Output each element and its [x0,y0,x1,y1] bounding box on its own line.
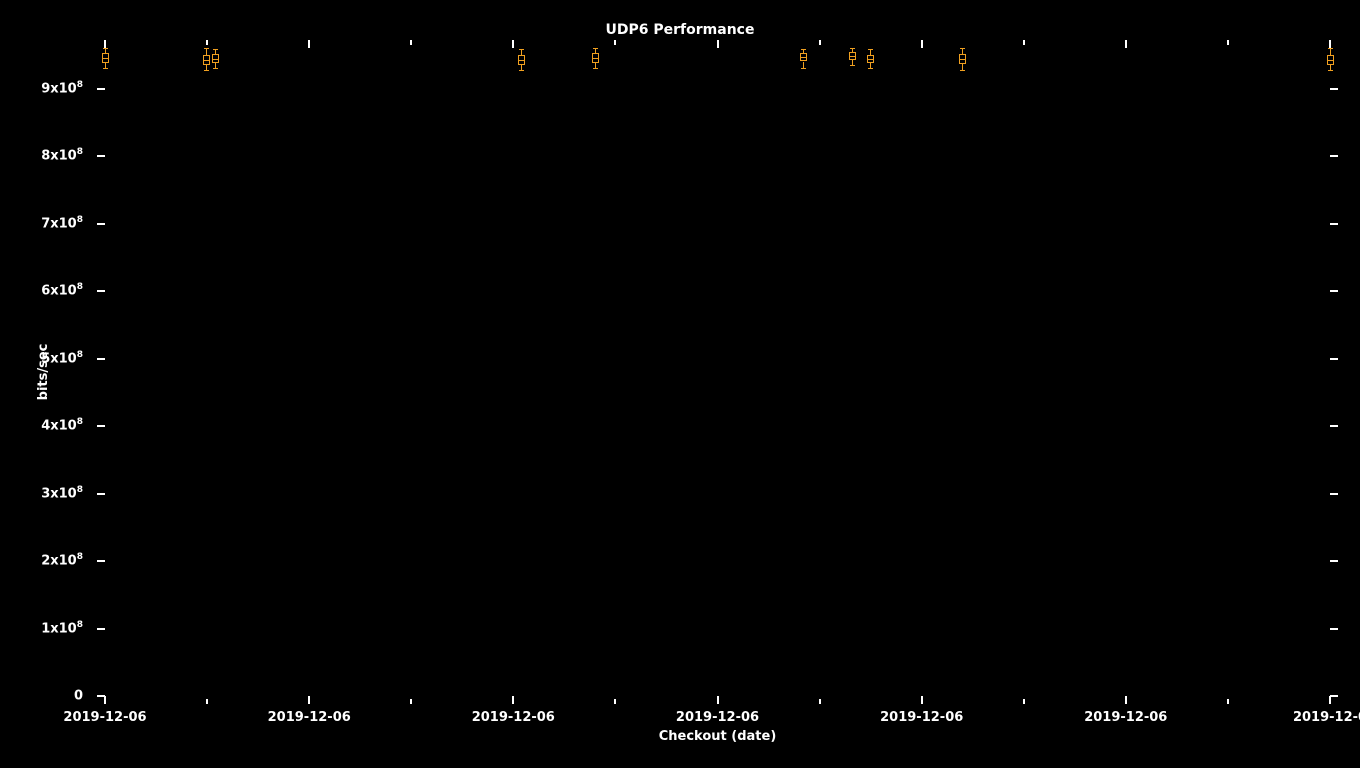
y-tick-mark [1330,628,1338,630]
udp6-performance-chart: UDP6 Performance bits/sec Checkout (date… [0,0,1360,768]
x-tick-mark [717,696,719,704]
x-tick-mark [104,40,106,48]
x-minor-tick-mark [614,699,616,704]
boxplot [595,48,596,696]
x-minor-tick-mark [206,40,208,45]
y-tick-label: 4x108 [41,419,83,434]
x-tick-label: 2019-12-06 [268,710,351,725]
x-tick-mark [104,696,106,704]
x-minor-tick-mark [1023,699,1025,704]
chart-title: UDP6 Performance [606,22,755,38]
x-tick-mark [921,696,923,704]
x-tick-mark [308,40,310,48]
y-tick-mark [1330,695,1338,697]
x-tick-label: 2019-12-06 [63,710,146,725]
y-tick-label: 7x108 [41,216,83,231]
y-tick-mark [1330,493,1338,495]
x-minor-tick-mark [614,40,616,45]
x-tick-label: 2019-12-06 [472,710,555,725]
x-tick-mark [1125,40,1127,48]
x-tick-label: 2019-12-06 [880,710,963,725]
x-minor-tick-mark [410,699,412,704]
x-tick-mark [512,40,514,48]
x-tick-mark [1329,40,1331,48]
y-tick-mark [1330,358,1338,360]
plot-area: bits/sec Checkout (date) 01x1082x1083x10… [105,48,1330,696]
y-tick-label: 0 [74,689,83,704]
x-axis-label: Checkout (date) [659,729,777,744]
x-minor-tick-mark [819,40,821,45]
y-tick-mark [1330,223,1338,225]
x-tick-mark [921,40,923,48]
y-tick-label: 5x108 [41,351,83,366]
boxplot [852,48,853,696]
y-tick-label: 6x108 [41,284,83,299]
x-tick-mark [717,40,719,48]
y-tick-label: 8x108 [41,149,83,164]
boxplot [215,48,216,696]
boxplot [521,48,522,696]
boxplot [803,48,804,696]
x-tick-label: 2019-12-06 [1084,710,1167,725]
x-minor-tick-mark [1023,40,1025,45]
x-tick-mark [512,696,514,704]
y-tick-mark [1330,155,1338,157]
y-tick-label: 3x108 [41,486,83,501]
y-tick-label: 9x108 [41,81,83,96]
boxplot [962,48,963,696]
y-tick-label: 2x108 [41,554,83,569]
x-tick-label: 2019-12-06 [676,710,759,725]
x-minor-tick-mark [410,40,412,45]
boxplot [105,48,106,696]
x-minor-tick-mark [206,699,208,704]
x-tick-mark [1329,696,1331,704]
x-tick-label: 2019-12-0 [1293,710,1360,725]
x-minor-tick-mark [819,699,821,704]
y-tick-mark [1330,425,1338,427]
y-tick-mark [1330,290,1338,292]
x-minor-tick-mark [1227,40,1229,45]
boxplot [206,48,207,696]
y-tick-mark [1330,560,1338,562]
y-tick-mark [1330,88,1338,90]
x-tick-mark [1125,696,1127,704]
x-tick-mark [308,696,310,704]
boxplot [870,48,871,696]
y-tick-label: 1x108 [41,621,83,636]
x-minor-tick-mark [1227,699,1229,704]
boxplot [1330,48,1331,696]
